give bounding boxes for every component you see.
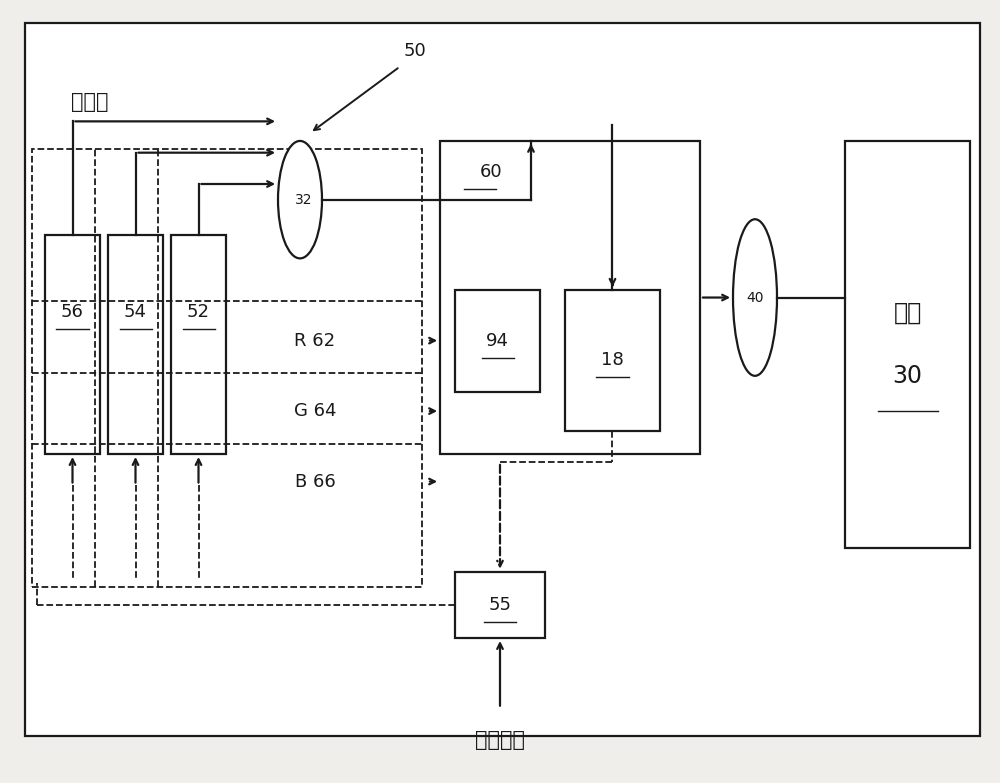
Text: 40: 40: [746, 290, 764, 305]
Text: 50: 50: [404, 42, 426, 60]
Text: 54: 54: [124, 303, 147, 320]
Bar: [455, 290, 540, 392]
Text: 外部输入: 外部输入: [475, 730, 525, 750]
Text: 激光源: 激光源: [71, 92, 109, 112]
Text: 94: 94: [486, 332, 509, 349]
Ellipse shape: [278, 141, 322, 258]
Bar: [845, 141, 970, 548]
Text: 56: 56: [61, 303, 84, 320]
Text: 30: 30: [893, 364, 922, 388]
Text: 55: 55: [488, 596, 512, 614]
Text: 60: 60: [480, 164, 503, 181]
Bar: [565, 290, 660, 431]
Text: 18: 18: [601, 352, 624, 369]
Text: 32: 32: [295, 193, 313, 207]
Text: B 66: B 66: [295, 473, 335, 490]
Bar: [171, 235, 226, 454]
Text: 52: 52: [187, 303, 210, 320]
Text: 屏幕: 屏幕: [893, 301, 922, 325]
Bar: [440, 141, 700, 454]
Bar: [108, 235, 163, 454]
Bar: [45, 235, 100, 454]
Bar: [455, 572, 545, 638]
Bar: [32, 149, 422, 587]
Text: G 64: G 64: [294, 402, 336, 420]
Ellipse shape: [733, 219, 777, 376]
Text: R 62: R 62: [294, 332, 336, 349]
